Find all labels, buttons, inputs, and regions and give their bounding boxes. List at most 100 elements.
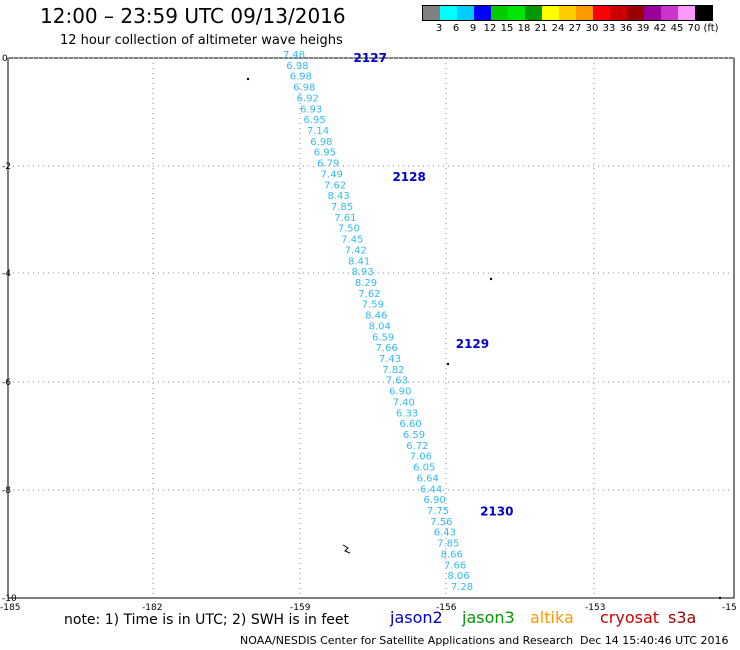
- swh-value: 7.63: [386, 376, 408, 387]
- legend-label: 45: [670, 23, 684, 34]
- legend-label: 42: [653, 23, 667, 34]
- swh-value: 7.66: [375, 343, 397, 354]
- swh-value: 6.60: [399, 419, 421, 430]
- legend-label: 21: [534, 23, 548, 34]
- swh-value: 7.48: [283, 50, 305, 61]
- swh-value: 7.43: [379, 354, 401, 365]
- color-legend: 3 6 9 12 15 18 21 24 27 30 33 36 39 42 45 70 (ft): [422, 5, 719, 35]
- y-tick-label: -6: [2, 378, 11, 388]
- swh-value: 6.79: [317, 159, 339, 170]
- legend-label: 39: [636, 23, 650, 34]
- swh-value: 6.64: [417, 473, 439, 484]
- swh-value: 6.59: [403, 430, 425, 441]
- legend-swatch: [474, 6, 491, 20]
- swh-value: 6.72: [406, 441, 428, 452]
- legend-label: 3: [435, 23, 443, 34]
- swh-value: 6.43: [434, 528, 456, 539]
- legend-swatch: [678, 6, 695, 20]
- swh-value: 6.44: [420, 484, 442, 495]
- legend-swatch: [644, 6, 661, 20]
- legend-label: (ft): [703, 23, 719, 34]
- swh-value: 8.06: [447, 571, 469, 582]
- swh-value: 7.50: [338, 224, 360, 235]
- legend-label: 30: [585, 23, 599, 34]
- swh-value: 6.05: [413, 463, 435, 474]
- pass-number-label: 2130: [480, 505, 513, 519]
- swh-value: 6.90: [389, 387, 411, 398]
- legend-label: 15: [500, 23, 514, 34]
- swh-value: 7.62: [358, 289, 380, 300]
- satellite-name-altika: altika: [530, 608, 574, 627]
- legend-label: 33: [602, 23, 616, 34]
- swh-value: 6.98: [286, 61, 308, 72]
- x-tick-label: -159: [290, 603, 311, 613]
- swh-value: 7.40: [393, 397, 415, 408]
- legend-swatches: [422, 5, 713, 21]
- swh-value: 7.85: [331, 202, 353, 213]
- swh-value: 7.14: [307, 126, 329, 137]
- map-subtitle: 12 hour collection of altimeter wave hei…: [60, 33, 343, 48]
- credit-line: NOAA/NESDIS Center for Satellite Applica…: [240, 634, 574, 647]
- y-tick-label: -2: [2, 162, 11, 172]
- legend-label: 9: [469, 23, 477, 34]
- swh-value: 8.46: [365, 311, 387, 322]
- swh-value: 7.85: [437, 539, 459, 550]
- x-tick-label: -185: [0, 603, 20, 613]
- legend-label: 27: [568, 23, 582, 34]
- swh-value: 6.98: [293, 83, 315, 94]
- swh-value: 6.59: [372, 332, 394, 343]
- legend-swatch: [661, 6, 678, 20]
- x-tick-label: -156: [436, 603, 457, 613]
- x-tick-label: -182: [142, 603, 162, 613]
- swh-value: 6.95: [303, 115, 325, 126]
- swh-value: 6.33: [396, 408, 418, 419]
- satellite-name-jason3: jason3: [462, 608, 515, 627]
- legend-swatch: [440, 6, 457, 20]
- swh-value: 6.95: [314, 148, 336, 159]
- swh-value: 7.59: [362, 300, 384, 311]
- legend-swatch: [610, 6, 627, 20]
- swh-value: 7.82: [382, 365, 404, 376]
- pass-number-label: 2127: [354, 51, 387, 65]
- pass-number-label: 2128: [392, 170, 425, 184]
- legend-label: 18: [517, 23, 531, 34]
- y-tick-label: -4: [2, 269, 11, 279]
- swh-value: 8.29: [355, 278, 377, 289]
- legend-swatch: [559, 6, 576, 20]
- legend-swatch: [542, 6, 559, 20]
- swh-value: 6.98: [310, 137, 332, 148]
- swh-value: 7.61: [334, 213, 356, 224]
- legend-swatch: [627, 6, 644, 20]
- swh-value: 7.28: [451, 582, 473, 593]
- swh-value: 7.45: [341, 235, 363, 246]
- satellite-name-s3a: s3a: [668, 608, 697, 627]
- map-frame: [7, 57, 735, 599]
- satellite-name-jason2: jason2: [390, 608, 443, 627]
- legend-label: 36: [619, 23, 633, 34]
- swh-value: 7.56: [430, 517, 452, 528]
- legend-swatch: [423, 6, 440, 20]
- island-mark: [489, 277, 493, 281]
- island-mark: [342, 544, 351, 554]
- legend-labels: 3 6 9 12 15 18 21 24 27 30 33 36 39 42 45 70 (ft): [422, 21, 719, 35]
- y-tick-label: -8: [2, 486, 11, 496]
- x-tick-label: -153: [585, 603, 605, 613]
- swh-value: 6.98: [290, 72, 312, 83]
- swh-value: 8.93: [351, 267, 373, 278]
- legend-label: 24: [551, 23, 565, 34]
- swh-value: 7.06: [410, 452, 432, 463]
- y-tick-label: -10: [2, 594, 17, 604]
- swh-value: 7.66: [444, 560, 466, 571]
- swh-value: 8.43: [327, 191, 349, 202]
- legend-label: 70: [687, 23, 701, 34]
- generated-timestamp: Dec 14 15:40:46 UTC 2016: [580, 634, 729, 647]
- swh-value: 8.66: [441, 549, 463, 560]
- x-tick-label: -15: [722, 603, 737, 613]
- island-mark: [246, 77, 250, 81]
- swh-value: 6.92: [297, 93, 319, 104]
- swh-value: 7.75: [427, 506, 449, 517]
- pass-number-label: 2129: [456, 337, 489, 351]
- legend-swatch: [593, 6, 610, 20]
- legend-swatch: [695, 6, 712, 20]
